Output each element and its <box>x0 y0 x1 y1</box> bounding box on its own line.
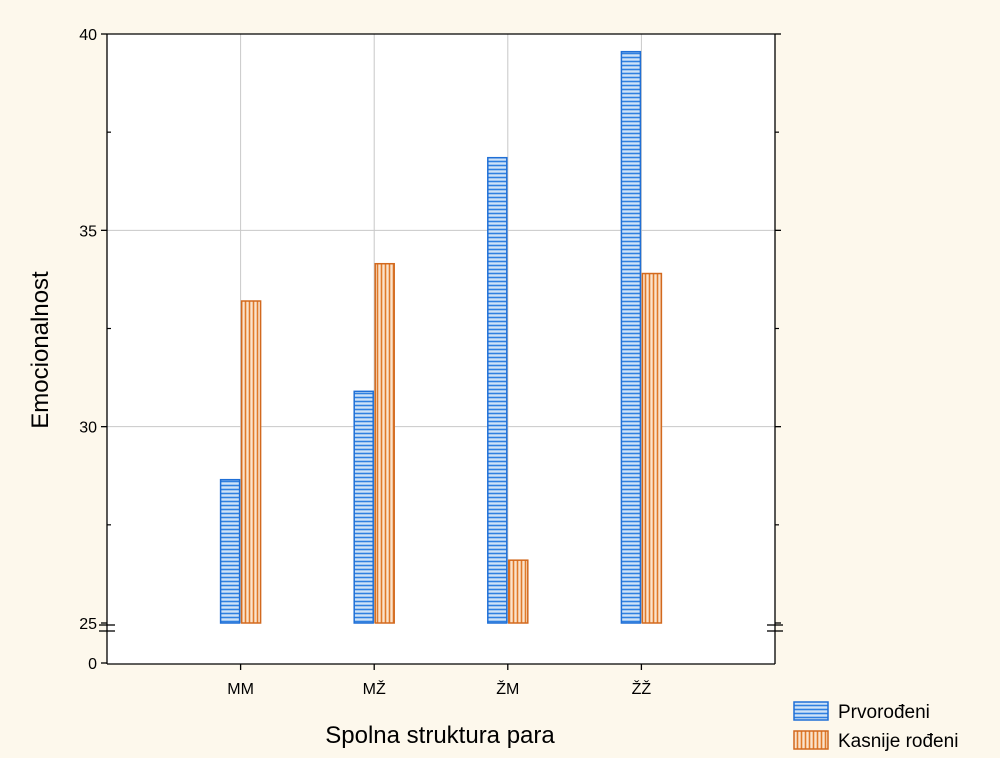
legend-swatch-kasnije-rodeni <box>793 730 829 750</box>
y-tick-label: 25 <box>79 616 97 633</box>
x-axis-label: Spolna struktura para <box>325 722 555 749</box>
bar <box>620 50 642 624</box>
x-tick-label: MM <box>227 681 254 698</box>
y-tick-label: 35 <box>79 223 97 240</box>
y-tick-label: 0 <box>88 656 97 673</box>
bar <box>487 156 508 624</box>
bar <box>240 300 262 624</box>
bar <box>374 262 395 624</box>
axes <box>99 33 783 670</box>
bars <box>219 50 663 624</box>
legend-label-kasnije-rodeni: Kasnije rođeni <box>838 731 958 752</box>
bar <box>508 559 529 624</box>
tick-labels: 25 30 35 40 0 MM MŽ ŽM ŽŽ <box>79 27 651 698</box>
x-tick-label: ŽŽ <box>632 679 652 698</box>
y-axis-label: Emocionalnost <box>27 271 54 429</box>
y-tick-label: 40 <box>79 27 97 44</box>
bar <box>219 478 241 624</box>
x-tick-label: MŽ <box>363 679 386 698</box>
grid <box>107 34 775 623</box>
x-tick-label: ŽM <box>496 679 519 698</box>
bar <box>641 272 663 624</box>
plot-area <box>107 34 775 664</box>
legend: Prvorođeni Kasnije rođeni <box>793 701 958 752</box>
bar <box>353 390 374 624</box>
legend-label-prvorodeni: Prvorođeni <box>838 702 930 723</box>
legend-swatch-prvorodeni <box>793 701 829 721</box>
y-tick-label: 30 <box>79 420 97 437</box>
